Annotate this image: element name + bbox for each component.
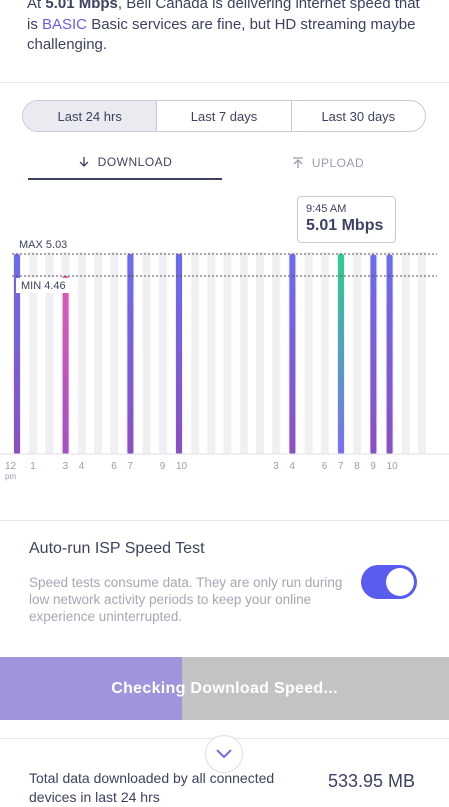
x-tick-label: 6: [322, 461, 328, 472]
download-speed-chart: MAX 5.03 MIN 4.46 12 1 3 4 6 7 9 10 3 4 6 7 8 9 10 pm: [0, 239, 449, 481]
speed-bar[interactable]: [14, 254, 20, 454]
empty-slot: [29, 252, 38, 454]
empty-slot: [320, 252, 329, 454]
tab-upload[interactable]: UPLOAD: [228, 146, 428, 180]
speed-bar[interactable]: [176, 254, 182, 454]
speed-summary: At 5.01 Mbps, Bell Canada is delivering …: [27, 0, 427, 56]
x-tick-label: 1: [30, 461, 36, 472]
speed-bar[interactable]: [338, 254, 344, 454]
empty-slot: [239, 252, 248, 454]
empty-slot: [158, 252, 167, 454]
empty-slot: [207, 252, 216, 454]
x-tick-label: 10: [387, 461, 399, 472]
empty-slot: [191, 252, 200, 454]
min-label: MIN 4.46: [21, 280, 66, 292]
x-tick-label: 9: [160, 461, 166, 472]
tooltip-value: 5.01 Mbps: [306, 217, 384, 234]
x-tick-label: 4: [79, 461, 85, 472]
upload-arrow-icon: [292, 157, 303, 168]
x-tick-label: 3: [273, 461, 279, 472]
empty-slot: [94, 252, 102, 454]
progress-label: Checking Download Speed...: [111, 679, 338, 697]
tab-download[interactable]: DOWNLOAD: [28, 146, 222, 180]
autorun-toggle[interactable]: [361, 565, 417, 599]
x-tick-label: 10: [176, 461, 188, 472]
expand-button[interactable]: [205, 735, 243, 773]
speed-value: 5.01 Mbps: [45, 0, 118, 12]
empty-slot: [223, 252, 232, 454]
x-tick-label: 3: [63, 461, 69, 472]
empty-slot: [418, 252, 426, 454]
empty-slot: [353, 252, 362, 454]
empty-slot: [45, 252, 54, 454]
speed-bar[interactable]: [386, 254, 393, 454]
x-tick-label: 9: [370, 461, 376, 472]
autorun-description: Speed tests consume data. They are only …: [29, 575, 343, 624]
empty-slot: [142, 252, 151, 454]
tab-last-7-days[interactable]: Last 7 days: [157, 101, 292, 131]
empty-slot: [256, 252, 264, 454]
speed-test-progress: Checking Download Speed...: [0, 657, 449, 720]
empty-slot: [110, 252, 119, 454]
total-data-value: 533.95 MB: [328, 771, 416, 791]
x-sub-label: pm: [5, 472, 16, 481]
speed-tier: BASIC: [42, 15, 88, 33]
speed-bar[interactable]: [370, 254, 377, 454]
empty-slot: [401, 252, 410, 454]
x-tick-label: 7: [127, 461, 133, 472]
direction-tabs: DOWNLOAD UPLOAD: [28, 146, 428, 180]
max-label: MAX 5.03: [19, 239, 67, 251]
chevron-down-icon: [216, 749, 232, 759]
divider: [0, 82, 449, 83]
progress-fill: [0, 657, 182, 720]
tab-last-30-days[interactable]: Last 30 days: [321, 108, 396, 124]
total-data-label: Total data downloaded by all connected d…: [29, 770, 275, 805]
tooltip-time: 9:45 AM: [306, 203, 347, 215]
speed-bar[interactable]: [127, 254, 134, 454]
speed-tooltip: 9:45 AM 5.01 Mbps: [297, 196, 396, 243]
empty-slot: [304, 252, 313, 454]
x-tick-label: 7: [338, 461, 344, 472]
autorun-title: Auto-run ISP Speed Test: [29, 540, 205, 557]
empty-slot: [77, 252, 86, 454]
speed-bar[interactable]: [62, 276, 69, 454]
divider: [0, 520, 449, 521]
x-tick-label: 8: [354, 461, 360, 472]
empty-slot: [272, 252, 281, 454]
toggle-knob: [386, 568, 414, 596]
download-arrow-icon: [79, 157, 89, 167]
x-tick-label: 6: [111, 461, 117, 472]
range-selector: Last 24 hrs Last 7 days Last 30 days: [22, 100, 426, 132]
x-tick-label: 12: [5, 461, 17, 472]
tab-last-24-hrs[interactable]: Last 24 hrs: [23, 101, 158, 131]
x-tick-label: 4: [289, 461, 295, 472]
speed-bar[interactable]: [289, 254, 296, 454]
